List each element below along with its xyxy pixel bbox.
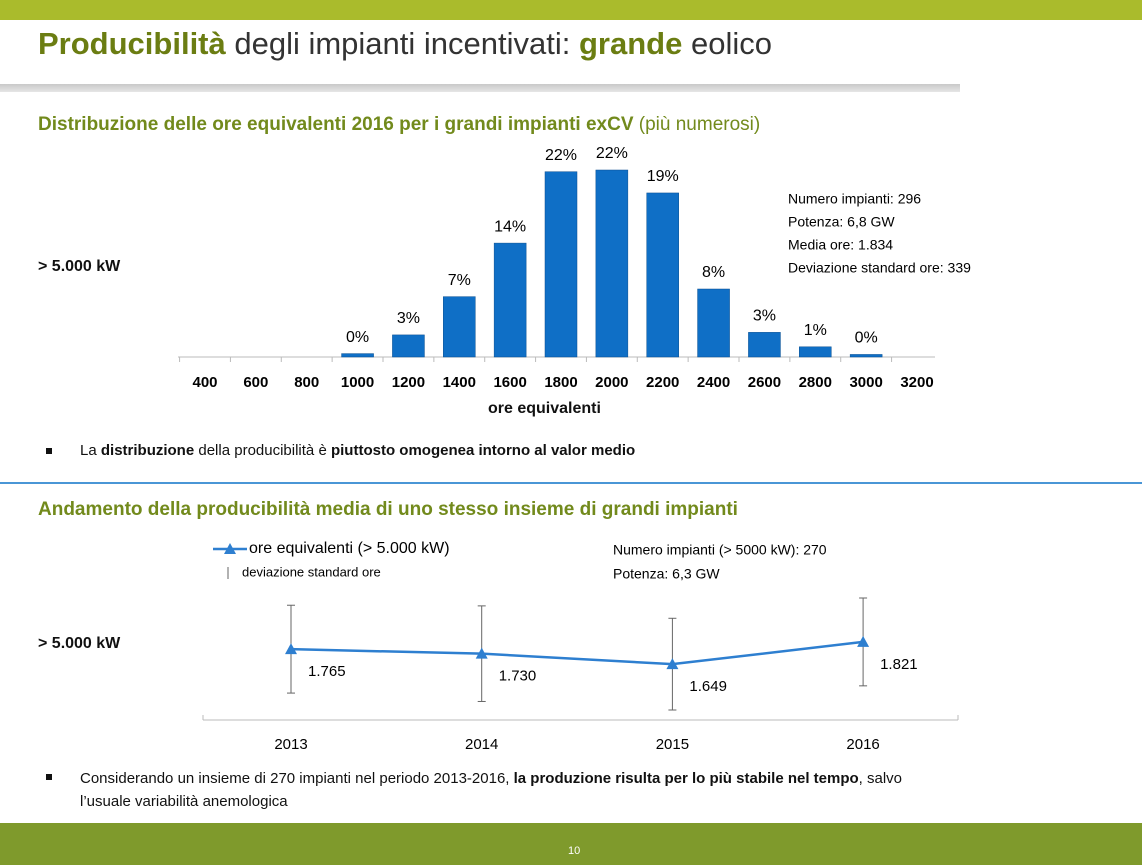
legend-label: deviazione standard ore	[242, 564, 381, 579]
data-label: 0%	[346, 329, 369, 346]
bar	[849, 354, 883, 358]
text-run: eolico	[682, 26, 772, 61]
x-tick-label: 400	[192, 374, 217, 391]
x-tick-label: 3000	[849, 374, 882, 391]
x-tick-label: 2013	[274, 736, 307, 753]
legend-marker	[224, 543, 236, 554]
x-tick-label: 2800	[799, 374, 832, 391]
x-tick-label: 3200	[900, 374, 933, 391]
data-label: 3%	[397, 310, 420, 327]
x-axis-label: ore equivalenti	[488, 400, 601, 417]
line	[290, 640, 864, 666]
text-run: , salvo l’usuale variabilità anemologica	[80, 770, 903, 810]
bar	[341, 353, 374, 358]
x-tick-label: 2400	[697, 374, 730, 391]
text-run: Producibilità	[38, 26, 226, 61]
bullet-marker	[46, 448, 52, 454]
x-tick-label: 1600	[493, 374, 526, 391]
x-tick-label: 2200	[646, 374, 679, 391]
data-label: 22%	[545, 147, 577, 164]
bar	[697, 288, 730, 358]
text-run: della producibilità è	[194, 442, 331, 459]
data-label: 3%	[753, 308, 776, 325]
bar	[646, 192, 679, 358]
annotation: Numero impianti (> 5000 kW): 270	[613, 542, 827, 558]
row-label: > 5.000 kW	[38, 258, 121, 275]
footer-bar	[0, 823, 1142, 865]
data-label: 1.765	[308, 663, 346, 680]
data-label: 0%	[855, 330, 878, 347]
bar	[493, 242, 527, 358]
x-tick-label: 2014	[465, 736, 498, 753]
x-tick-label: 1400	[443, 374, 476, 391]
row-label: > 5.000 kW	[38, 635, 121, 652]
text-run: degli impianti incentivati:	[225, 26, 579, 61]
data-label: 1.730	[499, 668, 537, 685]
data-label: 1.649	[689, 678, 727, 695]
page-number: 10	[568, 845, 581, 857]
bar	[544, 171, 578, 358]
chart-title: Andamento della producibilità media di u…	[38, 499, 738, 520]
annotation: Potenza: 6,3 GW	[613, 566, 720, 582]
top-bar	[0, 0, 1142, 20]
annotation: Deviazione standard ore: 339	[788, 260, 971, 276]
slide-title: Producibilità degli impianti incentivati…	[38, 26, 772, 62]
x-tick-label: 1800	[544, 374, 577, 391]
annotation: Potenza: 6,8 GW	[788, 214, 895, 230]
text-run: la produzione risulta per lo più stabile…	[513, 770, 859, 787]
data-label: 1%	[804, 322, 827, 339]
text-run: piuttosto omogenea intorno al valor medi…	[330, 442, 636, 459]
data-label: 8%	[702, 264, 725, 281]
text-run: Considerando un insieme di 270 impianti …	[80, 770, 514, 787]
x-tick-label: 2016	[846, 736, 879, 753]
x-tick-label: 1200	[392, 374, 425, 391]
marker	[285, 643, 297, 655]
chart-title-note: (più numerosi)	[638, 114, 761, 135]
data-label: 22%	[596, 145, 628, 162]
bar	[799, 346, 832, 358]
legend-label: ore equivalenti (> 5.000 kW)	[249, 540, 450, 557]
x-tick-label: 2000	[595, 374, 628, 391]
data-label: 14%	[494, 218, 526, 235]
bullet-text: Considerando un insieme di 270 impianti …	[80, 767, 902, 813]
bar	[443, 296, 476, 358]
marker	[857, 635, 870, 647]
text-run: La	[80, 442, 101, 459]
x-tick-label: 2015	[656, 736, 689, 753]
bullet-text: La distribuzione della producibilità è p…	[80, 442, 635, 459]
chart-title-main: Distribuzione delle ore equivalenti 2016…	[38, 114, 634, 135]
bar	[595, 169, 629, 358]
annotation: Numero impianti: 296	[788, 191, 921, 207]
bar	[748, 332, 781, 358]
marker	[475, 647, 488, 659]
marker	[666, 658, 679, 670]
bar	[392, 334, 425, 358]
chart-title: Distribuzione delle ore equivalenti 2016…	[38, 114, 760, 136]
x-tick-label: 800	[294, 374, 319, 391]
data-label: 7%	[448, 272, 471, 289]
annotation: Media ore: 1.834	[788, 237, 893, 253]
title-rule	[0, 84, 960, 92]
x-tick-label: 2600	[748, 374, 781, 391]
text-run: distribuzione	[100, 442, 195, 459]
x-tick-label: 1000	[341, 374, 374, 391]
bullet-marker	[46, 774, 52, 780]
data-label: 1.821	[880, 656, 918, 673]
separator	[0, 482, 1142, 484]
text-run: grande	[578, 26, 683, 61]
x-tick-label: 600	[243, 374, 268, 391]
data-label: 19%	[647, 168, 679, 185]
